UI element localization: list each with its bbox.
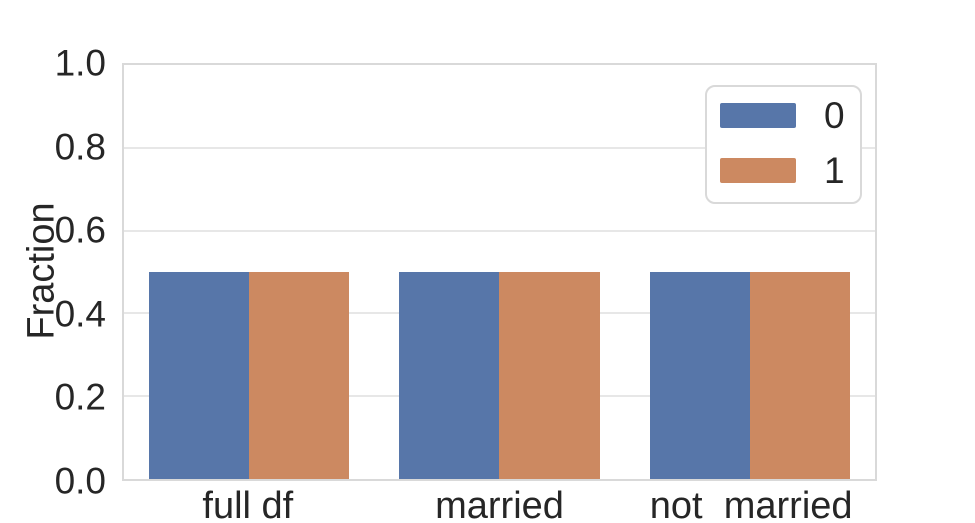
x-tick-label: full df: [202, 485, 294, 523]
bar-group-full-df: [124, 65, 374, 479]
y-tick-label: 0.4: [54, 293, 106, 335]
bar-group-not_married: [625, 65, 875, 479]
y-tick-label: 1.0: [54, 42, 106, 84]
x-tick-label: married: [435, 485, 564, 523]
gridline: [124, 229, 875, 232]
bar-not_married-0: [649, 272, 750, 479]
bar-group-married: [374, 65, 624, 479]
gridline: [124, 146, 875, 149]
y-tick-label: 0.8: [54, 126, 106, 168]
legend-swatch: [720, 103, 796, 128]
y-tick-label: 0.6: [54, 209, 106, 251]
legend-entry-0: 0: [720, 97, 845, 134]
legend-swatch: [720, 158, 796, 183]
bar-married-0: [399, 272, 500, 479]
bar-groups: [124, 65, 875, 479]
x-tick-label: not_married: [649, 485, 853, 523]
legend-label: 0: [824, 95, 845, 136]
y-tick-label: 0.2: [54, 376, 106, 418]
legend-entry-1: 1: [720, 152, 845, 189]
y-tick-label: 0.0: [54, 460, 106, 502]
bar-not_married-1: [749, 272, 850, 479]
bar-full-df-0: [149, 272, 250, 479]
legend-label: 1: [824, 150, 845, 191]
bar-full-df-1: [249, 272, 350, 479]
bar-married-1: [499, 272, 600, 479]
